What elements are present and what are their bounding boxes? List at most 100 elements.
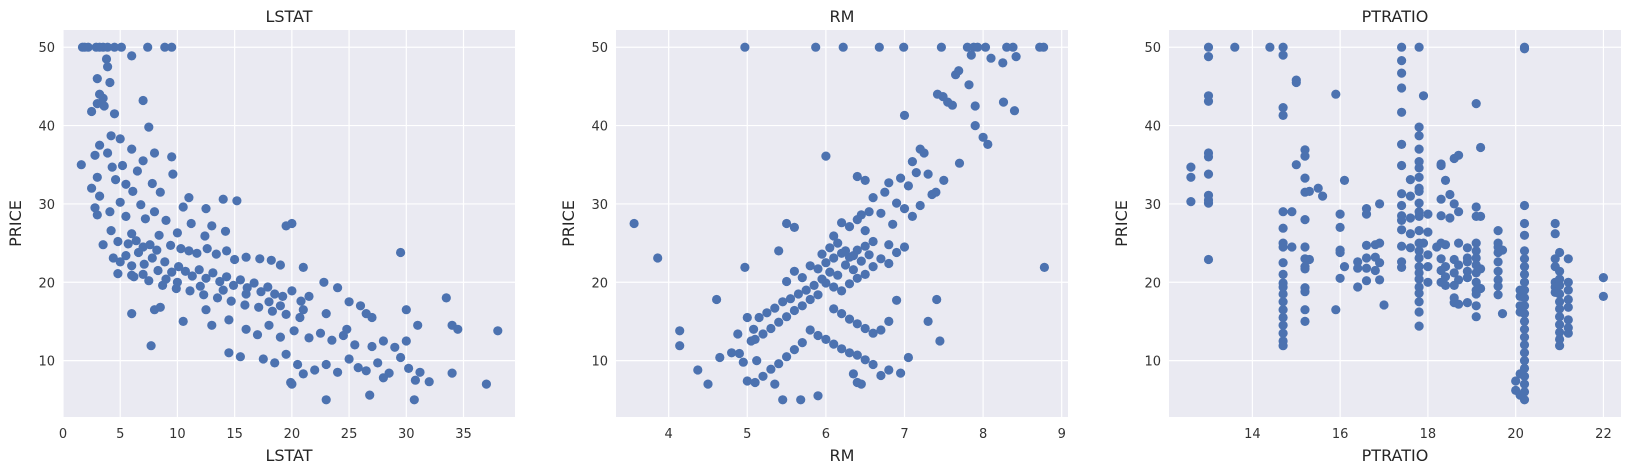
data-point-rm [817, 249, 827, 259]
data-point-lstat [286, 377, 296, 388]
data-point-ptratio [1476, 283, 1486, 294]
data-point-lstat [149, 148, 160, 158]
chart-title-lstat: LSTAT [265, 7, 312, 26]
data-point-lstat [207, 221, 217, 231]
data-point-ptratio [1203, 198, 1214, 208]
data-point-rm [813, 264, 823, 274]
data-point-ptratio [1397, 225, 1407, 235]
data-point-rm [907, 211, 918, 221]
data-point-lstat [298, 369, 308, 379]
data-point-ptratio [1497, 309, 1508, 319]
data-point-ptratio [1493, 266, 1503, 276]
data-point-rm [923, 169, 933, 179]
data-point-ptratio [1436, 254, 1446, 264]
data-point-ptratio [1414, 144, 1424, 154]
data-point-rm [789, 345, 800, 355]
data-point-lstat [240, 300, 250, 310]
data-point-lstat [373, 358, 383, 368]
data-point-rm [833, 270, 843, 280]
data-point-lstat [212, 293, 223, 303]
panel-ptratio: 14 16 18 20 22 10 20 30 40 50 PTRATIO PTRATIO PRICE [1112, 7, 1621, 465]
data-point-ptratio [1397, 56, 1407, 66]
data-point-ptratio [1203, 254, 1214, 265]
data-point-lstat [121, 211, 131, 221]
data-point-lstat [131, 236, 141, 246]
data-point-lstat [241, 252, 251, 262]
data-point-lstat [147, 253, 157, 263]
data-point-rm [829, 231, 839, 241]
data-point-lstat [87, 106, 97, 117]
data-point-ptratio [1550, 218, 1560, 229]
data-point-ptratio [1203, 96, 1214, 106]
data-point-lstat [281, 349, 291, 359]
y-tick-label-rm: 20 [591, 276, 608, 291]
data-point-lstat [138, 269, 148, 279]
data-point-lstat [367, 341, 377, 352]
data-point-rm [844, 222, 855, 232]
data-point-rm [752, 356, 762, 366]
data-point-lstat [321, 309, 331, 319]
data-point-lstat [215, 276, 225, 287]
data-point-ptratio [1436, 194, 1446, 204]
data-point-rm [797, 338, 807, 348]
data-point-lstat [132, 166, 142, 176]
data-point-ptratio [1278, 110, 1288, 120]
y-tick-label-ptratio: 10 [1144, 355, 1161, 370]
data-point-ptratio [1563, 302, 1573, 312]
data-point-lstat [92, 99, 102, 109]
x-tick-label-ptratio: 16 [1332, 427, 1349, 442]
data-point-ptratio [1361, 209, 1372, 219]
data-point-ptratio [1598, 291, 1608, 301]
data-point-rm [923, 316, 933, 326]
data-point-ptratio [1519, 218, 1530, 229]
data-point-lstat [113, 269, 123, 279]
y-tick-label-rm: 50 [591, 41, 608, 56]
data-point-rm [970, 101, 980, 111]
data-point-ptratio [1471, 99, 1481, 109]
data-point-lstat [149, 207, 160, 217]
data-point-lstat [155, 187, 165, 197]
data-point-rm [852, 350, 862, 360]
data-point-lstat [278, 291, 288, 301]
data-point-ptratio [1287, 207, 1297, 217]
data-point-ptratio [1519, 348, 1530, 358]
data-point-lstat [404, 363, 414, 373]
data-point-ptratio [1471, 238, 1481, 248]
data-point-ptratio [1300, 305, 1310, 315]
data-point-lstat [109, 109, 120, 119]
data-point-ptratio [1203, 169, 1214, 179]
data-point-ptratio [1414, 321, 1424, 331]
data-point-rm [766, 364, 776, 374]
data-point-rm [903, 181, 914, 191]
data-point-ptratio [1397, 107, 1407, 117]
data-point-rm [805, 261, 815, 271]
data-point-rm [813, 330, 823, 341]
data-point-lstat [396, 247, 406, 258]
data-point-lstat [185, 286, 195, 296]
data-point-ptratio [1414, 172, 1424, 182]
data-point-ptratio [1454, 275, 1464, 285]
data-point-lstat [321, 359, 331, 370]
data-point-ptratio [1397, 200, 1407, 211]
data-point-ptratio [1335, 222, 1345, 232]
data-point-ptratio [1462, 257, 1472, 267]
data-point-ptratio [1300, 151, 1310, 161]
data-point-rm [758, 329, 768, 339]
data-point-lstat [232, 196, 242, 206]
data-point-rm [778, 297, 788, 307]
data-point-lstat [115, 257, 125, 267]
x-tick-label-ptratio: 14 [1244, 427, 1261, 442]
data-point-ptratio [1519, 301, 1530, 311]
data-point-ptratio [1440, 262, 1451, 272]
data-point-lstat [194, 265, 204, 275]
data-point-lstat [254, 302, 264, 312]
data-point-lstat [222, 246, 232, 256]
data-point-rm [758, 371, 768, 381]
data-point-lstat [333, 367, 343, 377]
data-point-ptratio [1555, 289, 1565, 299]
data-point-rm [813, 290, 823, 300]
data-point-rm [852, 171, 862, 182]
data-point-rm [750, 377, 760, 388]
x-axis-label-rm: RM [830, 446, 855, 465]
data-point-ptratio [1335, 273, 1345, 283]
